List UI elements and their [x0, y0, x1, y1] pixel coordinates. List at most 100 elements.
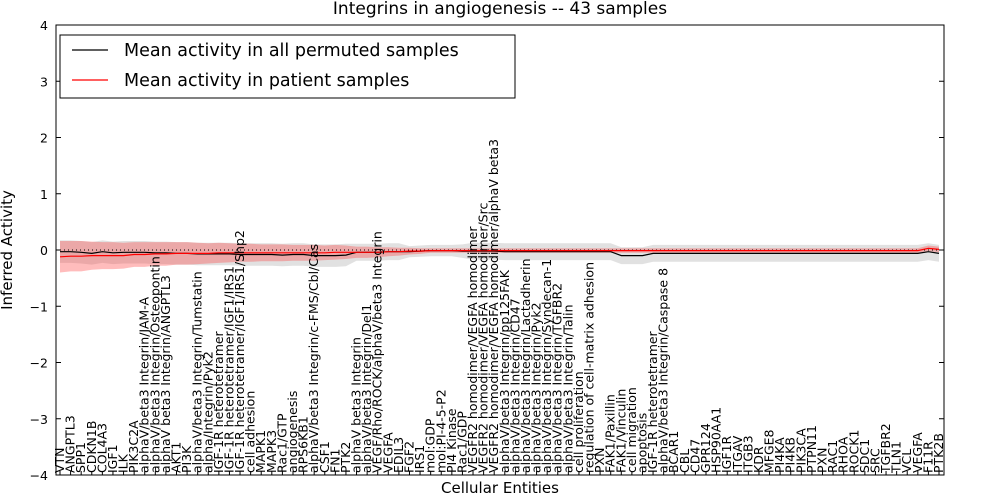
legend-box	[59, 34, 516, 99]
x-axis-ticks: VTNANGPTL3SPP1CDKN1BCOL4A3IGF1ILKPIK3C2A…	[52, 139, 946, 475]
x-tick-label: alphaV beta3 Integrin	[349, 337, 364, 473]
x-tick-label: Rac1/GTP	[274, 413, 289, 473]
x-tick-label: IGF1R	[719, 435, 734, 473]
x-tick-label: EDIL3	[391, 437, 406, 473]
band-permuted	[60, 240, 939, 267]
x-tick-label: VEGFA	[910, 432, 925, 473]
line-patient-mean	[59, 247, 940, 258]
x-tick-label: alphaV/beta3 Integrin/Tumstatin	[190, 271, 205, 473]
x-tick-label: PTK2	[338, 442, 353, 473]
x-tick-label: alphaV/beta3 Integrin/JAM-A	[137, 297, 152, 473]
legend-label-permuted: Mean activity in all permuted samples	[124, 41, 459, 61]
x-tick-label: alphaV/beta3 Integrin/Del1	[359, 304, 374, 473]
chart-title: Integrins in angiogenesis -- 43 samples	[333, 0, 667, 19]
x-tick-label: PI3K	[179, 445, 194, 473]
x-tick-label: VTN	[52, 447, 67, 473]
x-axis-title: Cellular Entities	[441, 479, 559, 497]
x-tick-label: alphaV/beta3 Integrin/Caspase 8	[656, 268, 671, 473]
x-tick-label: regulation of cell-matrix adhesion	[582, 262, 597, 473]
y-tick-label: −4	[30, 468, 48, 483]
x-tick-label: IGF-1R heterotetramer	[645, 330, 660, 473]
x-tick-label: PI4 Kinase	[444, 408, 459, 473]
x-tick-label: CD47	[687, 439, 702, 473]
x-tick-label: GPR124	[698, 423, 713, 473]
y-tick-label: 4	[40, 18, 48, 33]
x-tick-label: alphaV/beta3 Integrin/CD47	[507, 298, 522, 473]
band-patient	[60, 241, 939, 273]
x-tick-label: VCL	[899, 449, 914, 473]
x-tick-label: PIK3CA	[793, 428, 808, 473]
x-tick-label: cell migration	[624, 387, 639, 473]
x-tick-label: ROCK1	[846, 430, 861, 473]
x-tick-label: apoptosis	[635, 413, 650, 473]
x-tick-label: MAPK1	[253, 430, 268, 473]
x-tick-label: angiogenesis	[285, 391, 300, 473]
x-tick-label: PTPN11	[804, 425, 819, 473]
x-tick-label: PTK2B	[931, 433, 946, 473]
y-tick-label: −1	[30, 299, 48, 314]
x-tick-label: FAK1/Paxillin	[603, 394, 618, 473]
x-tick-label: mol:GDP	[423, 418, 438, 473]
x-tick-label: VEGF/Rho/ROCK/alphaV/beta3 Integrin	[370, 231, 385, 473]
y-tick-label: −2	[30, 356, 48, 371]
x-tick-label: VEGFR2 homodimer/VEGFA homodimer/Src	[476, 203, 491, 473]
x-tick-label: alphaV/beta3 Integrin/Lactadherin	[518, 258, 533, 473]
x-tick-label: PI4KA	[772, 437, 787, 473]
x-tick-label: ANGPTL3	[63, 415, 78, 473]
x-tick-label: alpha/Integrin/Pyk2	[200, 351, 215, 473]
y-axis-ticks: −4 −3 −2 −1 0 1 2 3 4	[30, 18, 944, 483]
x-tick-label: cell proliferation	[571, 371, 586, 473]
x-tick-label: RPS6KB1	[296, 416, 311, 473]
x-tick-label: PXN	[592, 448, 607, 473]
x-tick-label: IGF1	[105, 444, 120, 473]
x-tick-label: PIK3C2A	[126, 420, 141, 473]
x-tick-label: alphaV/beta3 Integrin/Talin	[560, 305, 575, 474]
x-tick-label: AKT1	[169, 442, 184, 473]
x-tick-label: RAC1	[825, 440, 840, 473]
x-tick-label: VEGFR2 homodimer/VEGFA homodimer	[465, 226, 480, 473]
x-tick-label: CSF1	[317, 441, 332, 473]
x-tick-label: IGF-1R heterotetramer/IGF1/IRS1/Shp2	[232, 230, 247, 473]
x-tick-label: alphaV beta3 Integrin/ANGPTL3	[158, 275, 173, 473]
x-tick-label: VEGFR2 homodimer/VEGFA homodimer/alphaV …	[486, 139, 501, 473]
x-tick-label: mol:PI-4-5-P2	[433, 389, 448, 473]
x-tick-label: IRS1	[412, 445, 427, 473]
x-tick-label: alphaV/beta3 Integrin/Pyk2	[529, 302, 544, 473]
x-tick-label: IGF-1R heterotetramer/IGF1/IRS1	[221, 266, 236, 473]
x-tick-label: alphaV/beta3 Integrin/Osteopontin	[147, 256, 162, 473]
x-tick-label: ITGB3	[740, 435, 755, 473]
x-tick-label: VEGFA	[380, 432, 395, 473]
x-tick-label: TGFBR2	[878, 423, 893, 474]
x-tick-label: SDC1	[857, 439, 872, 473]
x-tick-label: BCAR1	[666, 431, 681, 473]
x-tick-label: SRC	[868, 448, 883, 473]
x-tick-label: ILK	[116, 453, 131, 473]
x-tick-label: PXN	[815, 448, 830, 473]
y-tick-label: 3	[40, 74, 48, 89]
x-tick-label: RHOA	[836, 436, 851, 473]
x-tick-label: CBL	[677, 449, 692, 473]
x-tick-label: COL4A3	[94, 423, 109, 473]
y-axis-title: Inferred Activity	[0, 190, 16, 310]
x-tick-label: FN1	[327, 449, 342, 474]
x-tick-label: F11R	[920, 441, 935, 473]
x-tick-label: IGF-1R heterotetramer	[211, 330, 226, 473]
x-tick-label: MFGE8	[762, 429, 777, 473]
x-tick-label: alphaV/beta3 Integrin/pp125FAK	[497, 269, 512, 473]
x-tick-label: CDKN1B	[84, 421, 99, 473]
x-tick-label: Rac1/GDP	[454, 411, 469, 473]
y-tick-label: 0	[40, 243, 48, 258]
legend: Mean activity in all permuted samples Me…	[59, 34, 516, 99]
x-tick-label: PI4KB	[783, 437, 798, 473]
x-tick-label: alphaV/beta3 Integrin/TGFBR2	[550, 283, 565, 473]
x-tick-label: cell adhesion	[243, 391, 258, 473]
x-tick-label: MAPK3	[264, 430, 279, 473]
x-tick-label: KDR	[751, 446, 766, 473]
confidence-bands	[60, 240, 939, 273]
legend-label-patient: Mean activity in patient samples	[124, 71, 409, 91]
x-tick-label: SPP1	[73, 442, 88, 473]
x-tick-label: FAK1/Vinculin	[613, 389, 628, 473]
x-tick-label: ITGAV	[730, 435, 745, 473]
y-tick-label: 2	[40, 131, 48, 146]
